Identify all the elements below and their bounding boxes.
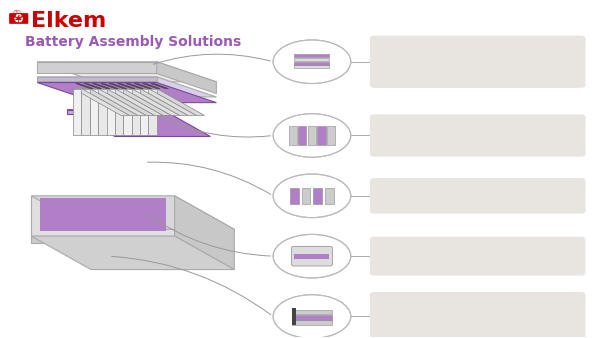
Polygon shape	[140, 89, 148, 136]
FancyBboxPatch shape	[292, 246, 332, 266]
Text: → Adhesive: → Adhesive	[382, 323, 425, 332]
Polygon shape	[73, 89, 82, 136]
Text: Elkem: Elkem	[31, 11, 107, 31]
FancyBboxPatch shape	[298, 126, 307, 145]
Circle shape	[273, 234, 351, 278]
Polygon shape	[37, 77, 157, 81]
Polygon shape	[126, 83, 143, 89]
Text: Dielectric Coatings: Dielectric Coatings	[382, 243, 474, 252]
FancyBboxPatch shape	[313, 188, 322, 204]
Circle shape	[273, 295, 351, 338]
Polygon shape	[140, 89, 196, 115]
Polygon shape	[31, 196, 235, 230]
FancyBboxPatch shape	[292, 320, 332, 325]
FancyBboxPatch shape	[370, 114, 586, 156]
Polygon shape	[115, 89, 171, 115]
Text: Pack Sealing & Gasketing: Pack Sealing & Gasketing	[382, 42, 506, 51]
Polygon shape	[37, 62, 157, 73]
Polygon shape	[73, 89, 129, 115]
Text: ♲: ♲	[10, 9, 23, 24]
Polygon shape	[37, 77, 217, 97]
Text: Cell Thermal Runaway Protection: Cell Thermal Runaway Protection	[382, 121, 544, 130]
FancyBboxPatch shape	[295, 62, 329, 65]
FancyBboxPatch shape	[370, 178, 586, 214]
Polygon shape	[131, 89, 140, 136]
Text: → Potting: → Potting	[382, 308, 418, 317]
FancyBboxPatch shape	[302, 188, 310, 204]
Polygon shape	[37, 62, 217, 82]
Polygon shape	[84, 83, 101, 89]
FancyBboxPatch shape	[327, 126, 335, 145]
FancyBboxPatch shape	[295, 54, 329, 57]
Polygon shape	[175, 196, 235, 270]
FancyBboxPatch shape	[295, 66, 329, 68]
Polygon shape	[98, 89, 154, 115]
FancyBboxPatch shape	[292, 310, 332, 314]
Polygon shape	[123, 89, 131, 136]
Text: Thermal Interface Materials: Thermal Interface Materials	[382, 299, 518, 308]
Polygon shape	[151, 83, 169, 89]
Circle shape	[273, 174, 351, 218]
Text: Compression
Pads: Compression Pads	[382, 185, 445, 205]
Text: → FR Rubber: → FR Rubber	[382, 260, 430, 269]
FancyBboxPatch shape	[325, 188, 334, 204]
Polygon shape	[82, 89, 90, 136]
Polygon shape	[90, 89, 98, 136]
Polygon shape	[107, 89, 115, 136]
Polygon shape	[134, 83, 152, 89]
Polygon shape	[31, 196, 175, 236]
Polygon shape	[67, 110, 163, 114]
Polygon shape	[148, 89, 205, 115]
FancyBboxPatch shape	[370, 292, 586, 338]
FancyBboxPatch shape	[290, 188, 299, 204]
Text: Battery Assembly Solutions: Battery Assembly Solutions	[25, 35, 242, 49]
FancyBboxPatch shape	[292, 308, 296, 325]
Polygon shape	[142, 83, 160, 89]
Polygon shape	[118, 83, 135, 89]
Polygon shape	[90, 89, 146, 115]
FancyBboxPatch shape	[370, 237, 586, 275]
Polygon shape	[131, 89, 188, 115]
Text: → RTV - Foam: → RTV - Foam	[382, 59, 434, 68]
Text: → FR Coatings: → FR Coatings	[382, 253, 436, 262]
FancyBboxPatch shape	[295, 254, 329, 259]
FancyBboxPatch shape	[292, 315, 332, 319]
Polygon shape	[31, 236, 175, 243]
Polygon shape	[82, 89, 137, 115]
Polygon shape	[107, 89, 163, 115]
FancyBboxPatch shape	[317, 126, 326, 145]
Text: ♻: ♻	[13, 12, 25, 25]
Polygon shape	[98, 89, 107, 136]
FancyBboxPatch shape	[308, 126, 316, 145]
Text: → Foam Potting: → Foam Potting	[382, 130, 441, 140]
Polygon shape	[115, 89, 123, 136]
Circle shape	[273, 40, 351, 83]
Polygon shape	[148, 89, 157, 136]
Polygon shape	[92, 83, 110, 89]
Polygon shape	[37, 82, 217, 103]
Text: → RTV - CIPG / FIPG: → RTV - CIPG / FIPG	[382, 52, 455, 61]
Polygon shape	[123, 89, 179, 115]
FancyBboxPatch shape	[295, 58, 329, 61]
Polygon shape	[31, 236, 235, 270]
Polygon shape	[67, 110, 211, 137]
Polygon shape	[157, 62, 217, 94]
Circle shape	[273, 114, 351, 157]
FancyBboxPatch shape	[9, 13, 28, 24]
FancyBboxPatch shape	[370, 35, 586, 88]
Text: → HTV - LSR / HCR: → HTV - LSR / HCR	[382, 67, 452, 75]
FancyBboxPatch shape	[289, 126, 297, 145]
Text: → Composite Sheets: → Composite Sheets	[382, 138, 460, 147]
Polygon shape	[76, 83, 93, 89]
Text: → Gap Filler: → Gap Filler	[382, 315, 427, 324]
Polygon shape	[101, 83, 118, 89]
Polygon shape	[109, 83, 127, 89]
Polygon shape	[40, 198, 166, 231]
